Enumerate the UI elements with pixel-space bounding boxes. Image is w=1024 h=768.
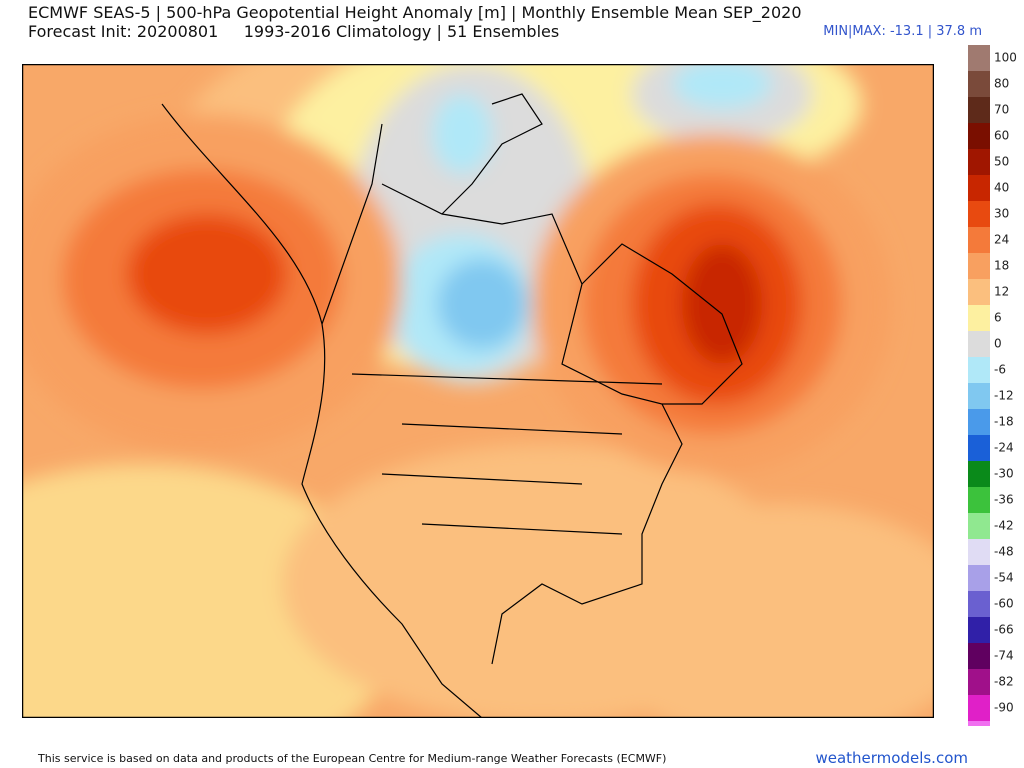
colorbar-swatch bbox=[968, 539, 990, 565]
colorbar-label: 24 bbox=[994, 233, 1009, 247]
colorbar-swatch bbox=[968, 279, 990, 305]
site-link[interactable]: weathermodels.com bbox=[815, 749, 968, 767]
disclaimer: This service is based on data and produc… bbox=[38, 752, 667, 765]
colorbar-label: -36 bbox=[994, 493, 1014, 507]
colorbar-swatch bbox=[968, 175, 990, 201]
colorbar-label: 0 bbox=[994, 337, 1002, 351]
colorbar-label: -82 bbox=[994, 675, 1014, 689]
subtitle: Forecast Init: 20200801 1993-2016 Climat… bbox=[28, 22, 560, 41]
min-max: MIN|MAX: -13.1 | 37.8 m bbox=[823, 24, 982, 39]
colorbar: 10080706050403024181260-6-12-18-24-30-36… bbox=[968, 45, 1017, 726]
colorbar-swatch bbox=[968, 721, 990, 726]
colorbar-swatch bbox=[968, 253, 990, 279]
anomaly-field bbox=[22, 64, 934, 718]
colorbar-label: 50 bbox=[994, 155, 1009, 169]
colorbar-swatch bbox=[968, 591, 990, 617]
colorbar-swatch bbox=[968, 461, 990, 487]
colorbar-swatch bbox=[968, 643, 990, 669]
colorbar-label: -90 bbox=[994, 701, 1014, 715]
colorbar-swatch bbox=[968, 201, 990, 227]
colorbar-swatch bbox=[968, 565, 990, 591]
colorbar-label: -42 bbox=[994, 519, 1014, 533]
colorbar-swatch bbox=[968, 149, 990, 175]
colorbar-swatch bbox=[968, 305, 990, 331]
colorbar-label: 6 bbox=[994, 311, 1002, 325]
colorbar-label: -6 bbox=[994, 363, 1006, 377]
colorbar-label: 18 bbox=[994, 259, 1009, 273]
colorbar-swatch bbox=[968, 331, 990, 357]
colorbar-swatch bbox=[968, 487, 990, 513]
colorbar-swatch bbox=[968, 357, 990, 383]
colorbar-swatch bbox=[968, 227, 990, 253]
colorbar-label: 30 bbox=[994, 207, 1009, 221]
colorbar-label: 80 bbox=[994, 77, 1009, 91]
colorbar-label: -12 bbox=[994, 389, 1014, 403]
colorbar-label: 12 bbox=[994, 285, 1009, 299]
colorbar-swatch bbox=[968, 695, 990, 721]
colorbar-swatch bbox=[968, 669, 990, 695]
colorbar-label: 70 bbox=[994, 103, 1009, 117]
colorbar-label: 60 bbox=[994, 129, 1009, 143]
map bbox=[22, 64, 934, 718]
colorbar-swatch bbox=[968, 383, 990, 409]
colorbar-label: 100 bbox=[994, 51, 1017, 65]
colorbar-label: -24 bbox=[994, 441, 1014, 455]
colorbar-swatch bbox=[968, 617, 990, 643]
colorbar-swatch bbox=[968, 409, 990, 435]
colorbar-label: 40 bbox=[994, 181, 1009, 195]
colorbar-label: -18 bbox=[994, 415, 1014, 429]
colorbar-label: -48 bbox=[994, 545, 1014, 559]
colorbar-swatch bbox=[968, 513, 990, 539]
colorbar-swatch bbox=[968, 435, 990, 461]
colorbar-swatch bbox=[968, 97, 990, 123]
colorbar-swatch bbox=[968, 71, 990, 97]
colorbar-label: -30 bbox=[994, 467, 1014, 481]
colorbar-swatch bbox=[968, 45, 990, 71]
colorbar-label: -60 bbox=[994, 597, 1014, 611]
colorbar-label: -54 bbox=[994, 571, 1014, 585]
coastlines bbox=[161, 93, 743, 718]
title: ECMWF SEAS-5 | 500-hPa Geopotential Heig… bbox=[28, 3, 802, 22]
colorbar-label: -74 bbox=[994, 649, 1014, 663]
colorbar-swatch bbox=[968, 123, 990, 149]
colorbar-label: -66 bbox=[994, 623, 1014, 637]
